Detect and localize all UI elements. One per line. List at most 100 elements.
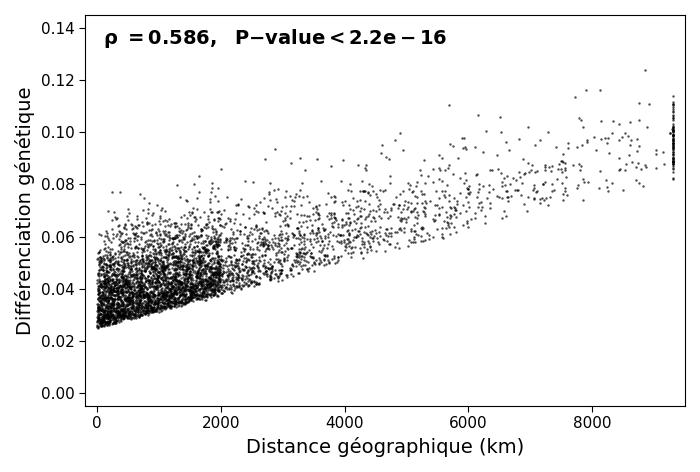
- Point: [105, 273, 116, 280]
- Point: [225, 234, 236, 242]
- Point: [146, 240, 157, 248]
- Point: [195, 231, 206, 238]
- Point: [219, 278, 230, 285]
- Point: [667, 136, 678, 143]
- Point: [172, 302, 183, 310]
- Point: [116, 270, 127, 278]
- Point: [136, 296, 147, 303]
- Point: [132, 288, 143, 295]
- Point: [195, 285, 206, 293]
- Point: [420, 212, 431, 220]
- Point: [292, 225, 303, 232]
- Point: [179, 300, 190, 308]
- Point: [366, 234, 377, 241]
- Point: [95, 303, 106, 310]
- Point: [344, 205, 356, 213]
- Point: [139, 302, 150, 309]
- Point: [149, 297, 160, 304]
- Point: [258, 227, 270, 235]
- Point: [125, 282, 136, 289]
- Point: [125, 267, 136, 274]
- Point: [94, 322, 105, 330]
- Point: [215, 245, 226, 253]
- Point: [125, 313, 136, 321]
- Point: [203, 266, 214, 274]
- Point: [204, 279, 215, 287]
- Point: [130, 232, 141, 239]
- Point: [290, 256, 301, 264]
- Point: [214, 221, 225, 229]
- Point: [429, 211, 440, 219]
- Point: [184, 224, 195, 232]
- Point: [200, 286, 211, 294]
- Point: [103, 297, 114, 305]
- Point: [221, 286, 232, 293]
- Point: [197, 275, 209, 283]
- Point: [273, 231, 284, 238]
- Point: [142, 306, 153, 314]
- Point: [189, 259, 200, 267]
- Point: [579, 178, 590, 186]
- Point: [158, 254, 169, 261]
- Point: [155, 295, 166, 303]
- Point: [190, 284, 202, 292]
- Point: [109, 282, 120, 289]
- Point: [141, 303, 152, 310]
- Point: [667, 136, 678, 144]
- Point: [285, 214, 296, 222]
- Point: [106, 283, 117, 291]
- Point: [178, 235, 190, 243]
- Point: [181, 272, 192, 279]
- Point: [98, 321, 109, 329]
- Point: [142, 241, 153, 248]
- Point: [193, 269, 204, 277]
- Point: [195, 277, 206, 285]
- Point: [128, 261, 139, 269]
- Point: [170, 270, 181, 278]
- Point: [186, 287, 197, 295]
- Point: [331, 258, 342, 266]
- Point: [167, 272, 178, 279]
- Point: [181, 252, 192, 260]
- Point: [138, 229, 149, 237]
- Point: [99, 311, 111, 318]
- Point: [193, 251, 204, 259]
- Point: [152, 269, 163, 276]
- Point: [206, 264, 217, 272]
- Point: [223, 269, 234, 277]
- Point: [120, 240, 131, 247]
- Point: [98, 318, 109, 326]
- Point: [186, 225, 197, 232]
- Point: [107, 284, 118, 291]
- Point: [667, 114, 678, 121]
- Point: [272, 234, 284, 242]
- Point: [251, 278, 262, 286]
- Point: [92, 314, 104, 322]
- Point: [113, 261, 124, 268]
- Point: [311, 205, 322, 213]
- Point: [137, 271, 148, 279]
- Point: [206, 278, 217, 285]
- Point: [306, 228, 317, 235]
- Point: [174, 297, 185, 305]
- Point: [249, 236, 260, 243]
- Point: [410, 213, 421, 221]
- Point: [139, 267, 150, 275]
- Point: [193, 233, 204, 241]
- Point: [582, 136, 593, 143]
- Point: [208, 254, 219, 262]
- Point: [121, 239, 132, 247]
- Point: [437, 224, 448, 231]
- Point: [276, 227, 287, 235]
- Point: [352, 161, 363, 169]
- Point: [101, 296, 112, 304]
- Point: [182, 295, 193, 303]
- Point: [235, 249, 246, 256]
- Point: [97, 289, 108, 297]
- Point: [119, 280, 130, 288]
- Point: [104, 317, 116, 324]
- Point: [110, 213, 121, 220]
- Point: [160, 248, 171, 256]
- Point: [153, 248, 164, 256]
- Point: [132, 244, 144, 252]
